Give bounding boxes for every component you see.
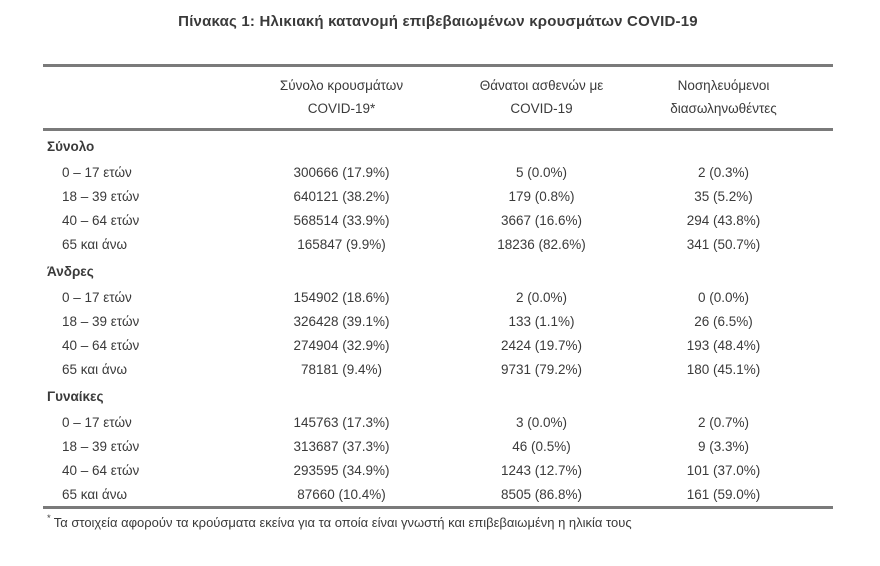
footnote: * Τα στοιχεία αφορούν τα κρούσματα εκείνα… [47, 513, 837, 530]
cases-cell: 326428 (39.1%) [293, 313, 390, 329]
deaths-cell: 2424 (19.7%) [500, 337, 583, 353]
column-header-intubated: Νοσηλευόμενοι διασωληνωθέντες [640, 74, 833, 120]
deaths-cell: 46 (0.5%) [512, 438, 571, 454]
column-header-empty [43, 74, 240, 120]
cases-cell: 274904 (32.9%) [293, 337, 390, 353]
table-row: 40 – 64 ετών 568514 (33.9%) 3667 (16.6%)… [43, 208, 833, 232]
deaths-cell: 1243 (12.7%) [500, 462, 583, 478]
intubated-cell: 180 (45.1%) [686, 361, 761, 377]
age-cell: 40 – 64 ετών [62, 462, 140, 478]
footnote-text: Τα στοιχεία αφορούν τα κρούσματα εκείνα … [53, 515, 632, 530]
cases-cell: 87660 (10.4%) [297, 486, 386, 502]
deaths-cell: 3 (0.0%) [515, 414, 568, 430]
table-row: 65 και άνω 87660 (10.4%) 8505 (86.8%) 16… [43, 482, 833, 506]
column-header-cases: Σύνολο κρουσμάτων COVID-19* [240, 74, 443, 120]
table-row: 18 – 39 ετών 313687 (37.3%) 46 (0.5%) 9 … [43, 434, 833, 458]
intubated-cell: 161 (59.0%) [686, 486, 761, 502]
footnote-asterisk-marker: * [47, 513, 51, 524]
table-row: 18 – 39 ετών 326428 (39.1%) 133 (1.1%) 2… [43, 309, 833, 333]
column-header-cases-line2: COVID-19* [307, 101, 376, 116]
intubated-cell: 0 (0.0%) [697, 289, 750, 305]
cases-cell: 293595 (34.9%) [293, 462, 390, 478]
column-header-intubated-line2: διασωληνωθέντες [670, 101, 777, 116]
column-header-cases-line1: Σύνολο κρουσμάτων [279, 78, 404, 93]
cases-cell: 154902 (18.6%) [293, 289, 390, 305]
table-row: 0 – 17 ετών 154902 (18.6%) 2 (0.0%) 0 (0… [43, 285, 833, 309]
age-cell: 18 – 39 ετών [62, 438, 140, 454]
age-cell: 0 – 17 ετών [62, 164, 132, 180]
age-cell: 18 – 39 ετών [62, 313, 140, 329]
section-label-women: Γυναίκες [47, 389, 104, 404]
deaths-cell: 179 (0.8%) [508, 188, 575, 204]
age-cell: 18 – 39 ετών [62, 188, 140, 204]
intubated-cell: 35 (5.2%) [694, 188, 753, 204]
age-cell: 65 και άνω [62, 236, 128, 252]
age-cell: 0 – 17 ετών [62, 414, 132, 430]
section-label-total: Σύνολο [47, 139, 95, 154]
deaths-cell: 3667 (16.6%) [500, 212, 583, 228]
cases-cell: 313687 (37.3%) [293, 438, 390, 454]
table-row: 65 και άνω 78181 (9.4%) 9731 (79.2%) 180… [43, 357, 833, 381]
table-row: 0 – 17 ετών 145763 (17.3%) 3 (0.0%) 2 (0… [43, 410, 833, 434]
deaths-cell: 18236 (82.6%) [497, 236, 586, 252]
table-row: 40 – 64 ετών 293595 (34.9%) 1243 (12.7%)… [43, 458, 833, 482]
age-cell: 65 και άνω [62, 361, 128, 377]
deaths-cell: 8505 (86.8%) [500, 486, 583, 502]
intubated-cell: 9 (3.3%) [697, 438, 750, 454]
table-row: 18 – 39 ετών 640121 (38.2%) 179 (0.8%) 3… [43, 184, 833, 208]
age-cell: 0 – 17 ετών [62, 289, 132, 305]
age-cell: 40 – 64 ετών [62, 337, 140, 353]
intubated-cell: 294 (43.8%) [686, 212, 761, 228]
cases-cell: 78181 (9.4%) [300, 361, 383, 377]
covid-age-distribution-table: Σύνολο κρουσμάτων COVID-19* Θάνατοι ασθε… [43, 64, 833, 509]
table-row: 0 – 17 ετών 300666 (17.9%) 5 (0.0%) 2 (0… [43, 160, 833, 184]
table-title: Πίνακας 1: Ηλικιακή κατανομή επιβεβαιωμέ… [178, 13, 698, 30]
age-cell: 65 και άνω [62, 486, 128, 502]
deaths-cell: 133 (1.1%) [508, 313, 575, 329]
table-body: Σύνολο 0 – 17 ετών 300666 (17.9%) 5 (0.0… [43, 131, 833, 506]
intubated-cell: 101 (37.0%) [686, 462, 761, 478]
section-label-men: Άνδρες [47, 264, 94, 279]
intubated-cell: 2 (0.3%) [697, 164, 750, 180]
table-row: 65 και άνω 165847 (9.9%) 18236 (82.6%) 3… [43, 232, 833, 256]
intubated-cell: 341 (50.7%) [686, 236, 761, 252]
age-cell: 40 – 64 ετών [62, 212, 140, 228]
column-header-deaths: Θάνατοι ασθενών με COVID-19 [443, 74, 640, 120]
cases-cell: 300666 (17.9%) [293, 164, 390, 180]
cases-cell: 640121 (38.2%) [293, 188, 390, 204]
deaths-cell: 5 (0.0%) [515, 164, 568, 180]
table-row: 40 – 64 ετών 274904 (32.9%) 2424 (19.7%)… [43, 333, 833, 357]
intubated-cell: 26 (6.5%) [694, 313, 753, 329]
column-header-deaths-line1: Θάνατοι ασθενών με [479, 78, 604, 93]
deaths-cell: 9731 (79.2%) [500, 361, 583, 377]
intubated-cell: 2 (0.7%) [697, 414, 750, 430]
cases-cell: 145763 (17.3%) [293, 414, 390, 430]
intubated-cell: 193 (48.4%) [686, 337, 761, 353]
cases-cell: 165847 (9.9%) [297, 236, 386, 252]
column-header-intubated-line1: Νοσηλευόμενοι [677, 78, 770, 93]
deaths-cell: 2 (0.0%) [515, 289, 568, 305]
column-header-deaths-line2: COVID-19 [510, 101, 573, 116]
cases-cell: 568514 (33.9%) [293, 212, 390, 228]
table-header-row: Σύνολο κρουσμάτων COVID-19* Θάνατοι ασθε… [43, 67, 833, 131]
